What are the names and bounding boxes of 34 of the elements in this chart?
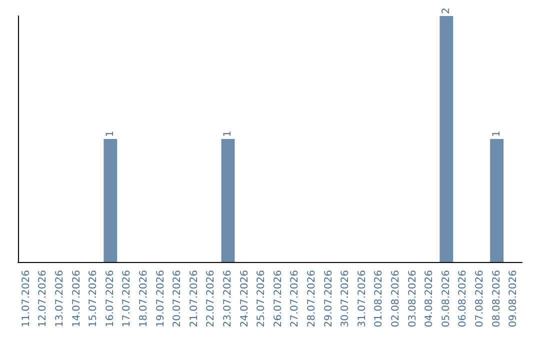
x-tick-label: 24.07.2026 <box>239 270 250 328</box>
x-tick-label: 15.07.2026 <box>88 270 100 328</box>
x-tick-label: 29.07.2026 <box>323 270 334 328</box>
x-tick-label: 18.07.2026 <box>138 270 150 328</box>
x-tick-label: 03.08.2026 <box>407 270 418 328</box>
x-tick-label: 14.07.2026 <box>71 270 82 328</box>
data-label: 1 <box>104 130 116 137</box>
x-tick-label: 01.08.2026 <box>374 270 385 328</box>
x-tick-label: 06.08.2026 <box>458 270 469 328</box>
x-tick-label: 17.07.2026 <box>122 270 133 328</box>
x-tick-label: 23.07.2026 <box>222 270 234 328</box>
data-label: 1 <box>491 130 502 137</box>
x-tick-label: 02.08.2026 <box>390 270 402 328</box>
x-tick-label: 19.07.2026 <box>155 270 166 328</box>
x-tick-label: 25.07.2026 <box>256 270 268 328</box>
x-tick-label: 27.07.2026 <box>290 270 301 328</box>
x-tick-label: 21.07.2026 <box>188 270 200 328</box>
x-tick-label: 20.07.2026 <box>172 270 184 328</box>
x-tick-label: 26.07.2026 <box>272 270 284 328</box>
x-tick-label: 28.07.2026 <box>306 270 318 328</box>
x-tick-label: 09.08.2026 <box>508 270 520 328</box>
x-tick-label: 22.07.2026 <box>206 270 217 328</box>
x-tick-label: 07.08.2026 <box>474 270 486 328</box>
data-label: 1 <box>222 130 234 137</box>
data-label: 2 <box>440 8 452 14</box>
x-tick-label: 11.07.2026 <box>20 270 32 328</box>
x-tick-label: 04.08.2026 <box>424 270 436 328</box>
x-tick-label: 31.07.2026 <box>356 270 368 328</box>
x-tick-label: 12.07.2026 <box>38 270 49 328</box>
x-tick-label: 08.08.2026 <box>491 270 502 328</box>
x-tick-label: 05.08.2026 <box>440 270 452 328</box>
x-tick-label: 16.07.2026 <box>104 270 116 328</box>
x-tick-label: 13.07.2026 <box>54 270 66 328</box>
x-tick-label: 30.07.2026 <box>340 270 352 328</box>
